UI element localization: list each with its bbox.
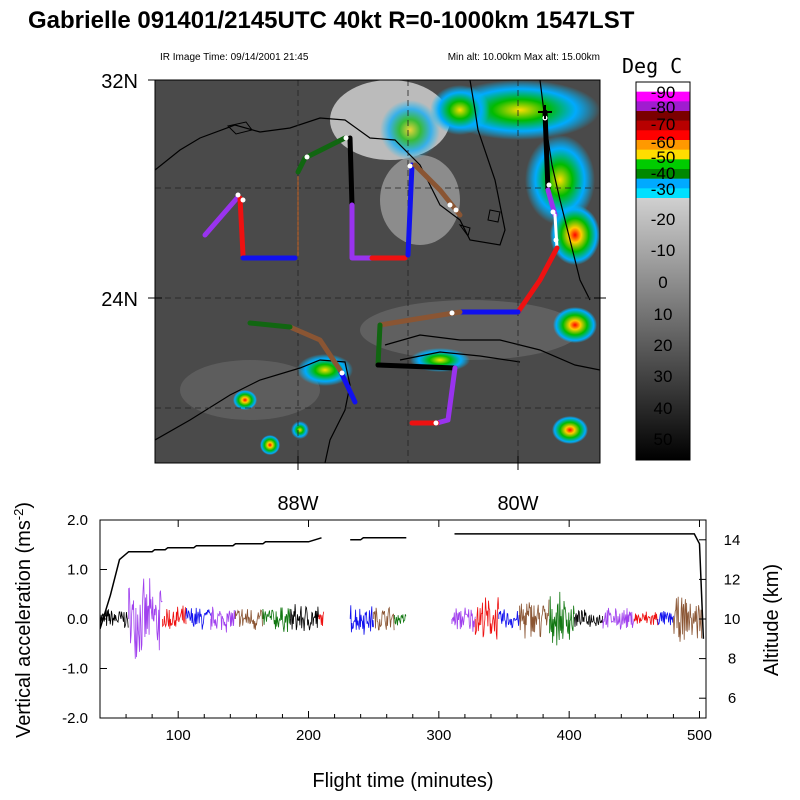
accel-trace-brown [519,599,550,639]
colorbar-label: 50 [654,430,673,449]
colorbar-step [636,178,690,189]
x-tick-label: 500 [687,727,712,744]
colorbar-label: -20 [651,210,676,229]
colorbar-label: 40 [654,399,673,418]
colorbar-label: -80 [651,98,676,117]
accel-trace-blue [498,609,520,629]
accel-trace-blue [185,607,211,630]
satellite-map [148,79,606,470]
accel-trace-black [574,609,603,627]
accel-trace-brown [373,606,395,631]
accel-trace-green [549,591,575,646]
y-tick-label: 1.0 [67,562,88,579]
colorbar [635,81,691,461]
y-tick-right-label: 12 [724,571,741,588]
accel-trace-green [394,614,407,626]
accel-trace-brown [235,609,263,630]
lon-label-88w: 88W [277,493,318,515]
x-axis-label: Flight time (minutes) [312,770,493,792]
colorbar-step [636,130,690,141]
accel-trace-black [289,604,319,632]
colorbar-label: 30 [654,367,673,386]
x-tick-label: 200 [296,727,321,744]
accel-trace-purple [451,607,476,632]
colorbar-step [636,91,690,102]
timeseries-plot: 100 200 300 400 500 2.0 1.0 0.0 -1.0 -2.0 14 12 10 8 6 [62,512,740,744]
accel-trace-purple [210,606,236,633]
colorbar-step [636,101,690,112]
altitude-line [100,533,705,639]
y-tick-right-label: 10 [724,611,741,628]
accel-trace-red [162,605,187,629]
colorbar-label: -40 [651,164,676,183]
accel-trace-red [318,611,325,627]
colorbar-step [636,140,690,150]
colorbar-title: Deg C [622,54,682,78]
colorbar-label: -30 [651,180,676,199]
y-tick-right-label: 14 [724,532,741,549]
accel-trace-green [262,607,291,633]
accel-trace-blue [349,605,374,635]
figure-title: Gabrielle 091401/2145UTC 40kt R=0-1000km… [28,7,635,34]
lon-label-80w: 80W [497,493,538,515]
storm-center-marker [538,105,552,119]
colorbar-step [636,149,690,160]
colorbar-step [636,159,690,170]
y-tick-label: -2.0 [62,710,88,727]
colorbar-step [636,111,690,121]
x-tick-label: 100 [166,727,191,744]
y-axis-label-text: Vertical acceleration (ms [13,520,35,738]
accel-trace-black [100,609,129,631]
y-tick-right-label: 8 [728,651,736,668]
y-tick-right-label: 6 [728,690,736,707]
altitude-range: Min alt: 10.00km Max alt: 15.00km [448,52,600,63]
coastline-lake [487,209,501,223]
colorbar-label: 20 [654,336,673,355]
colorbar-label: -60 [651,133,676,152]
colorbar-step [636,188,690,199]
y-axis-label-right: Altitude (km) [761,564,783,676]
x-tick-label: 300 [426,727,451,744]
colorbar-step [636,120,690,131]
y-tick-label: 2.0 [67,512,88,529]
flight-track [202,109,560,426]
x-tick-label: 400 [557,727,582,744]
colorbar-label: -50 [651,148,676,167]
y-tick-label: 0.0 [67,611,88,628]
colorbar-step [636,169,690,179]
ir-image-time: IR Image Time: 09/14/2001 21:45 [160,52,309,63]
colorbar-label: 10 [654,305,673,324]
accel-trace-purple [602,607,635,630]
accel-trace-blue [657,610,674,626]
lat-label-24n: 24N [101,289,138,311]
lat-label-32n: 32N [101,71,138,93]
colorbar-label: -10 [651,241,676,260]
colorbar-label: -90 [651,83,676,102]
accel-trace-brown [673,596,702,642]
colorbar-step [636,82,690,92]
colorbar-label: 0 [658,273,667,292]
y-tick-label: -1.0 [62,661,88,678]
coastline-cuba [384,334,600,371]
coastline-yucatan [155,359,351,463]
accel-trace-red [633,611,659,626]
accel-trace-purple [128,578,163,659]
colorbar-label: -70 [651,115,676,134]
y-axis-label-left: Vertical acceleration (ms-2) [11,502,35,738]
accel-trace-red [474,597,500,640]
y-axis-label-exp: -2 [11,509,26,521]
